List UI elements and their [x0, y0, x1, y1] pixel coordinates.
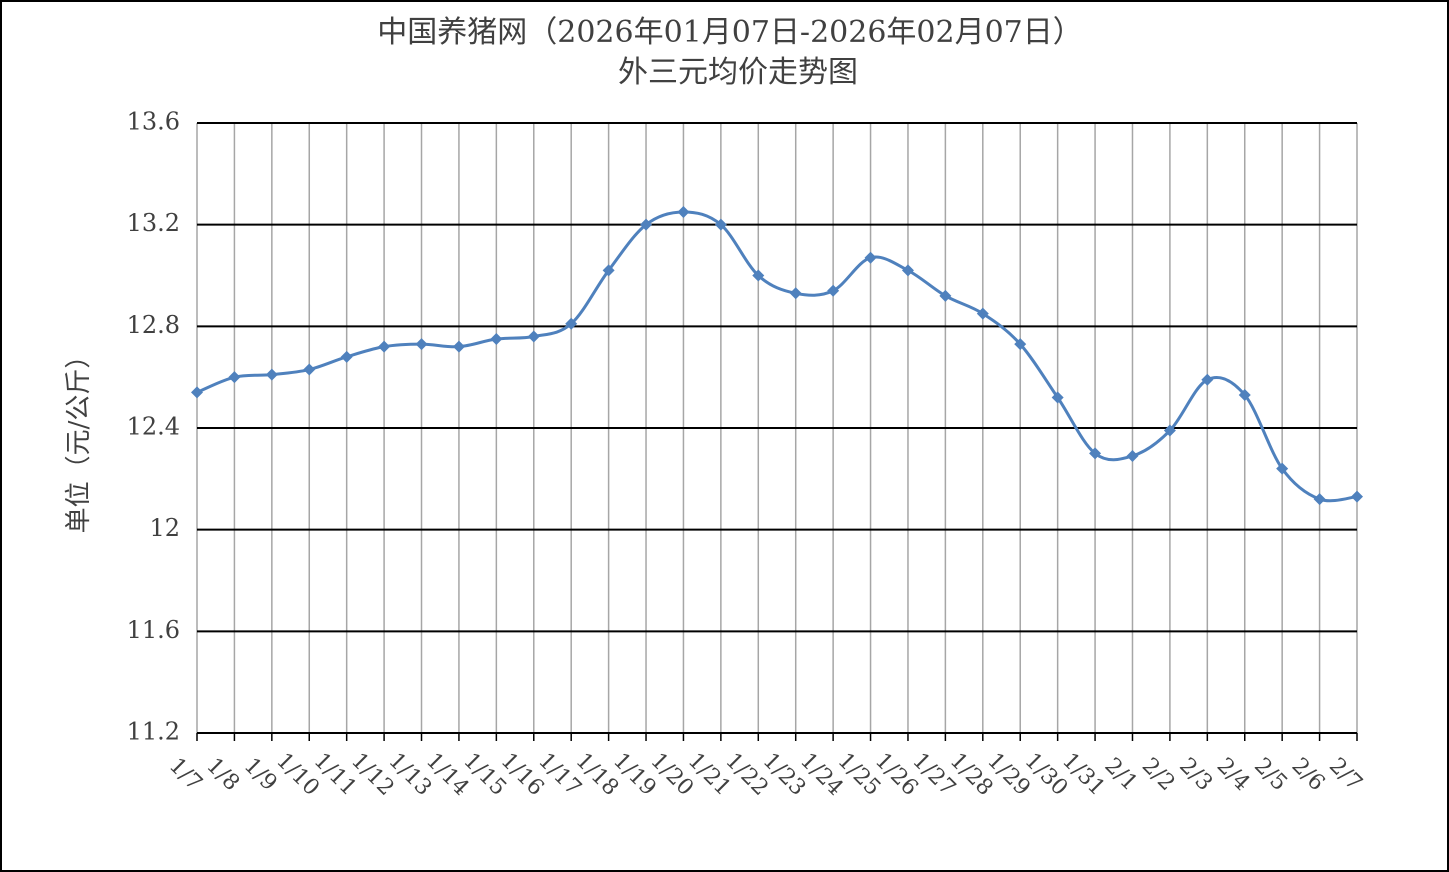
- data-marker: [939, 289, 952, 302]
- y-tick-label: 12: [149, 514, 180, 542]
- data-marker: [640, 218, 653, 231]
- data-marker: [490, 333, 503, 346]
- data-marker: [1276, 462, 1289, 475]
- data-marker: [228, 371, 241, 384]
- data-marker: [303, 363, 316, 376]
- data-marker: [1351, 490, 1363, 503]
- data-marker: [1051, 391, 1064, 404]
- data-marker: [714, 218, 727, 231]
- data-marker: [265, 368, 278, 381]
- data-marker: [1126, 449, 1139, 462]
- data-marker: [1163, 424, 1176, 437]
- data-marker: [415, 338, 428, 351]
- data-marker: [1089, 447, 1102, 460]
- y-tick-label: 13.6: [127, 108, 180, 136]
- data-marker: [1014, 338, 1027, 351]
- y-tick-label: 11.6: [127, 616, 180, 644]
- data-marker: [527, 330, 540, 343]
- y-tick-label: 13.2: [127, 209, 180, 237]
- data-marker: [789, 287, 802, 300]
- data-marker: [602, 264, 615, 277]
- data-marker: [452, 340, 465, 353]
- data-marker: [976, 307, 989, 320]
- y-tick-label: 11.2: [127, 718, 180, 746]
- data-marker: [191, 386, 203, 399]
- data-marker: [901, 264, 914, 277]
- data-marker: [1313, 493, 1326, 506]
- data-marker: [677, 205, 690, 218]
- data-marker: [378, 340, 391, 353]
- data-marker: [1201, 373, 1214, 386]
- data-marker: [827, 284, 840, 297]
- data-marker: [565, 317, 578, 330]
- data-marker: [864, 251, 877, 264]
- y-axis-label: 单位（元/公斤）: [64, 343, 94, 534]
- data-marker: [1238, 388, 1251, 401]
- data-marker: [752, 269, 765, 282]
- y-tick-label: 12.4: [127, 413, 180, 441]
- y-tick-label: 12.8: [127, 311, 180, 339]
- chart-title: 中国养猪网（2026年01月07日-2026年02月07日）: [377, 15, 1083, 50]
- chart-subtitle: 外三元均价走势图: [618, 55, 858, 90]
- data-marker: [340, 350, 353, 363]
